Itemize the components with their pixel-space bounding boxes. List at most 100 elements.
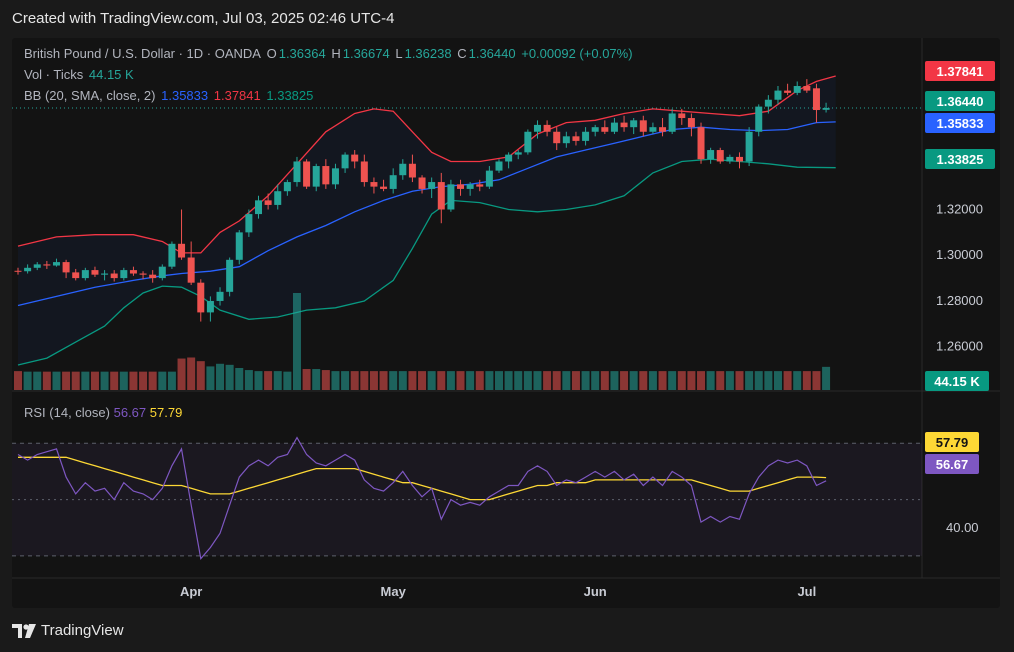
candle-body bbox=[389, 175, 397, 189]
volume-bar bbox=[360, 371, 369, 390]
volume-bar bbox=[773, 371, 782, 390]
legend-open: 1.36364 bbox=[278, 46, 326, 61]
volume-bar bbox=[110, 371, 119, 390]
chart-canvas[interactable]: 1.26000 1.28000 1.30000 1.32000 40.00 Apr May J… bbox=[12, 38, 1000, 608]
candle-body bbox=[822, 107, 830, 110]
candle-body bbox=[101, 273, 109, 275]
volume-bar bbox=[244, 370, 253, 390]
time-tick-jun: Jun bbox=[584, 584, 607, 599]
candle-body bbox=[784, 90, 792, 93]
candle-body bbox=[553, 131, 561, 144]
volume-bar bbox=[600, 371, 609, 390]
candle-body bbox=[81, 270, 89, 279]
candle-body bbox=[803, 86, 811, 91]
volume-bar bbox=[100, 371, 109, 390]
price-tag-label-0: 1.37841 bbox=[937, 64, 984, 79]
legend-volume[interactable]: Vol · Ticks 44.15 K bbox=[24, 67, 136, 82]
volume-bar bbox=[427, 371, 436, 390]
candle-body bbox=[659, 127, 667, 132]
volume-bar bbox=[725, 371, 734, 390]
candle-body bbox=[322, 166, 330, 185]
price-tag-1 bbox=[925, 91, 995, 111]
volume-bar bbox=[793, 371, 802, 390]
volume-bar bbox=[90, 371, 99, 390]
candle-body bbox=[428, 182, 436, 189]
candle-body bbox=[678, 113, 686, 119]
volume-bar bbox=[706, 371, 715, 390]
candle-body bbox=[495, 161, 503, 171]
volume-bar bbox=[629, 371, 638, 390]
volume-bar bbox=[687, 371, 696, 390]
candle-body bbox=[562, 136, 570, 144]
candle-body bbox=[255, 200, 262, 215]
candle-body bbox=[793, 86, 801, 93]
legend-volume-value: 44.15 K bbox=[88, 67, 134, 82]
volume-bar bbox=[350, 371, 359, 390]
candle-body bbox=[630, 120, 638, 128]
candle-body bbox=[533, 124, 541, 132]
legend-bb[interactable]: BB (20, SMA, close, 2) 1.35833 1.37841 1… bbox=[24, 88, 315, 103]
volume-bar bbox=[418, 371, 427, 390]
footer-brand-text: TradingView bbox=[41, 622, 124, 639]
candle-body bbox=[293, 161, 301, 183]
candle-body bbox=[524, 131, 532, 153]
volume-bar bbox=[273, 371, 282, 390]
volume-bar bbox=[456, 371, 465, 390]
volume-bar bbox=[167, 371, 176, 390]
rsi-ma-line bbox=[18, 456, 827, 501]
rsi-tag-1 bbox=[925, 454, 979, 474]
candle-body bbox=[158, 266, 166, 279]
time-tick-jul: Jul bbox=[797, 584, 816, 599]
candle-body bbox=[14, 270, 22, 272]
candle-body bbox=[707, 150, 715, 160]
candle-body bbox=[129, 270, 137, 274]
candle-body bbox=[341, 154, 349, 169]
legend-bb-label: BB (20, SMA, close, 2) bbox=[24, 88, 156, 103]
candle-body bbox=[52, 262, 60, 266]
price-tag-3 bbox=[925, 149, 995, 169]
candle-body bbox=[601, 127, 609, 132]
candle-body bbox=[745, 131, 753, 162]
volume-bar bbox=[697, 371, 706, 390]
volume-bar bbox=[292, 293, 301, 390]
candle-body bbox=[139, 273, 147, 275]
volume-bar bbox=[379, 371, 388, 390]
price-tick-1: 1.28000 bbox=[936, 293, 983, 308]
price-tag-2 bbox=[925, 113, 995, 133]
candle-body bbox=[610, 122, 618, 132]
candle-body bbox=[812, 88, 820, 111]
volume-bar bbox=[677, 371, 686, 390]
candle-body bbox=[226, 259, 234, 292]
price-tag-label-3: 1.33825 bbox=[937, 152, 984, 167]
candle-body bbox=[168, 243, 176, 267]
candle-body bbox=[399, 163, 407, 176]
volume-bar bbox=[139, 371, 148, 390]
candle-body bbox=[668, 113, 676, 132]
volume-bar bbox=[533, 371, 542, 390]
candle-body bbox=[687, 118, 695, 128]
bb-lower-line bbox=[17, 158, 836, 366]
candle-body bbox=[370, 182, 378, 187]
volume-bar bbox=[341, 371, 350, 390]
candle-body bbox=[466, 184, 474, 189]
volume-bar bbox=[610, 371, 619, 390]
candle-body bbox=[447, 184, 455, 210]
candle-body bbox=[110, 273, 118, 279]
candle-body bbox=[591, 127, 599, 132]
legend-ohlc: British Pound / U.S. Dollar · 1D · OANDA… bbox=[24, 46, 635, 61]
legend-open-label: O bbox=[266, 46, 277, 61]
legend-symbol[interactable]: British Pound / U.S. Dollar · 1D · OANDA bbox=[24, 46, 261, 61]
legend-rsi[interactable]: RSI (14, close) 56.67 57.79 bbox=[24, 405, 182, 420]
volume-bar bbox=[302, 369, 311, 390]
volume-bar bbox=[581, 371, 590, 390]
volume-bar bbox=[283, 371, 292, 390]
volume-bar bbox=[466, 371, 475, 390]
chart-panel[interactable]: 1.26000 1.28000 1.30000 1.32000 40.00 Apr May J… bbox=[12, 38, 1000, 608]
candle-body bbox=[360, 161, 368, 183]
legend-close: 1.36440 bbox=[468, 46, 516, 61]
volume-bar bbox=[81, 371, 90, 390]
price-tag-label-1: 1.36440 bbox=[937, 94, 984, 109]
candle-body bbox=[187, 257, 195, 283]
candle-body bbox=[120, 270, 128, 279]
volume-bar bbox=[822, 366, 831, 390]
